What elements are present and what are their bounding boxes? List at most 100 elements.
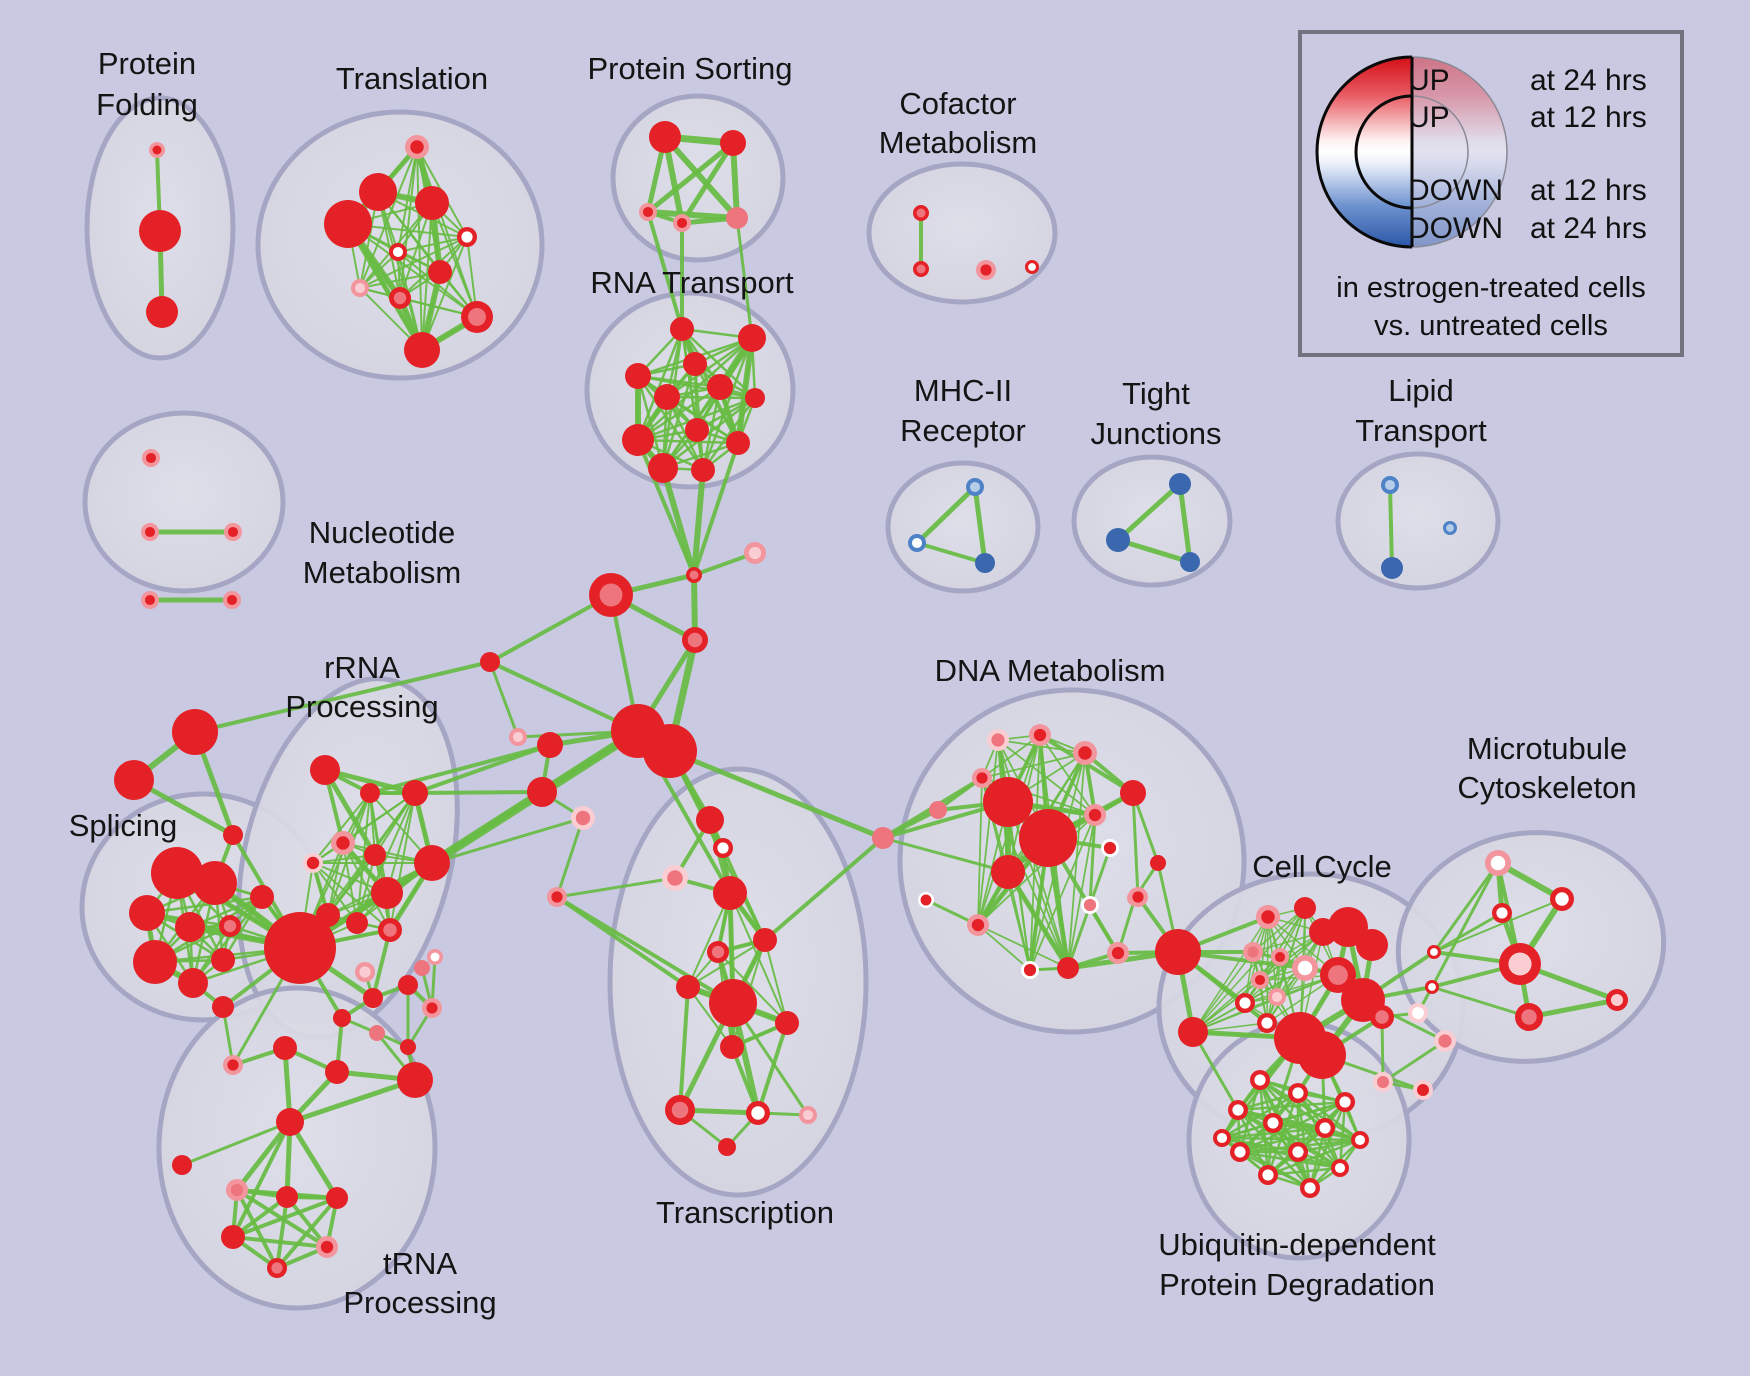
- edge: [1115, 537, 1193, 565]
- cluster-label-mhc-ii-receptor: MHC-II Receptor: [900, 373, 1026, 448]
- cluster-label-transcription: Transcription: [656, 1195, 834, 1230]
- node-t2: [359, 173, 397, 211]
- edge: [430, 816, 585, 865]
- node-core: [1078, 746, 1092, 760]
- node-core: [599, 583, 623, 607]
- node-bh: [264, 912, 336, 984]
- edge: [413, 790, 544, 795]
- node-mt1: [1485, 850, 1511, 876]
- node-rr14: [398, 975, 418, 995]
- edge: [322, 767, 378, 858]
- node-tr1: [696, 806, 724, 834]
- edge: [234, 1119, 293, 1193]
- node-cc6: [1328, 907, 1368, 947]
- node-dn3: [1073, 741, 1097, 765]
- node-ring: [193, 861, 237, 905]
- edge: [1296, 1138, 1362, 1154]
- node-core: [1417, 1084, 1429, 1096]
- node-ring: [1106, 528, 1130, 552]
- node-cc16: [1257, 1013, 1277, 1033]
- node-core: [1319, 1122, 1331, 1134]
- edge: [1252, 907, 1306, 953]
- node-cc20: [1408, 1003, 1428, 1023]
- node-core: [1103, 841, 1117, 855]
- node-core: [230, 1183, 244, 1197]
- node-ps5: [726, 207, 748, 229]
- node-mt4: [1499, 943, 1541, 985]
- node-ring: [643, 724, 697, 778]
- node-rt6: [707, 374, 733, 400]
- node-tr14: [799, 1106, 817, 1124]
- node-rr3: [303, 853, 323, 873]
- node-ring: [223, 825, 243, 845]
- node-dn19: [1107, 942, 1129, 964]
- node-core: [1508, 952, 1532, 976]
- cluster-label-protein-folding: Protein Folding: [96, 46, 198, 122]
- node-rt10: [726, 431, 750, 455]
- node-tn2: [273, 1036, 297, 1060]
- legend-outer-left-arc: [1315, 55, 1413, 249]
- cluster-ellipse-nucleotide-metabolism: [82, 410, 286, 594]
- node-rr16: [400, 1039, 416, 1055]
- node-rr1: [310, 755, 340, 785]
- node-ring: [975, 553, 995, 573]
- node-core: [1384, 479, 1396, 491]
- edge: [1430, 861, 1500, 989]
- node-ring: [221, 1225, 245, 1249]
- node-cc1: [1155, 929, 1201, 975]
- node-cc7: [1356, 929, 1388, 961]
- node-core: [1292, 1146, 1304, 1158]
- node-rt12: [691, 458, 715, 482]
- legend-row4-time: at 24 hrs: [1530, 212, 1647, 245]
- node-t4: [324, 200, 372, 248]
- cluster-label-trna-processing: tRNA Processing: [343, 1246, 496, 1320]
- node-ring: [369, 1025, 385, 1041]
- node-ring: [414, 960, 430, 976]
- node-cc15: [1268, 988, 1286, 1006]
- node-core: [226, 594, 238, 606]
- node-core: [991, 733, 1005, 747]
- node-ring: [720, 1035, 744, 1059]
- edge: [636, 374, 705, 472]
- node-core: [1328, 965, 1348, 985]
- node-ring: [276, 1186, 298, 1208]
- node-rt2: [738, 324, 766, 352]
- node-core: [1490, 855, 1506, 871]
- edge: [1433, 898, 1563, 953]
- node-tr2: [713, 838, 733, 858]
- node-cn1: [872, 827, 894, 849]
- node-ring: [648, 453, 678, 483]
- node-tr5: [713, 876, 747, 910]
- node-core: [1274, 951, 1286, 963]
- legend-inner-left-arc: [1354, 94, 1413, 210]
- node-rr18: [414, 960, 430, 976]
- edge: [347, 223, 478, 318]
- node-cc3: [1256, 905, 1280, 929]
- edge: [1430, 985, 1531, 1019]
- node-rr4: [364, 844, 386, 866]
- edge: [1177, 481, 1193, 565]
- node-core: [1555, 892, 1569, 906]
- edge: [1308, 1100, 1347, 1190]
- edge: [1192, 916, 1269, 1033]
- legend-footer-line1: in estrogen-treated cells: [1336, 272, 1646, 304]
- edge: [691, 467, 706, 578]
- node-ring: [398, 975, 418, 995]
- node-tn8: [276, 1186, 298, 1208]
- node-dn13: [967, 914, 989, 936]
- cluster-ellipse-cofactor-metabolism: [866, 161, 1058, 305]
- edge: [915, 541, 987, 565]
- edge: [145, 895, 264, 915]
- node-core: [1132, 891, 1144, 903]
- node-core: [354, 282, 366, 294]
- edge: [977, 924, 1031, 971]
- cluster-label-splicing: Splicing: [69, 808, 178, 843]
- edge: [1388, 483, 1394, 570]
- cluster-label-lipid-transport: Lipid Transport: [1355, 373, 1487, 448]
- node-ring: [709, 979, 757, 1027]
- node-rrb: [402, 780, 428, 806]
- node-ub1: [1250, 1070, 1270, 1090]
- node-t7: [428, 260, 452, 284]
- edge: [1236, 1091, 1300, 1112]
